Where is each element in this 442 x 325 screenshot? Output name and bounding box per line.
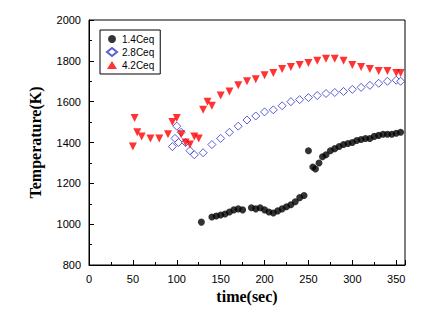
svg-text:100: 100	[168, 273, 186, 285]
svg-text:1600: 1600	[57, 96, 81, 108]
svg-text:2000: 2000	[57, 14, 81, 26]
svg-text:1200: 1200	[57, 177, 81, 189]
svg-text:Temperature(K): Temperature(K)	[27, 87, 45, 199]
svg-text:0: 0	[86, 273, 92, 285]
svg-text:time(sec): time(sec)	[216, 288, 277, 306]
svg-text:1400: 1400	[57, 137, 81, 149]
svg-text:4.2Ceq: 4.2Ceq	[122, 60, 154, 71]
svg-text:1.4Ceq: 1.4Ceq	[122, 34, 154, 45]
svg-text:1000: 1000	[57, 218, 81, 230]
svg-text:800: 800	[63, 259, 81, 271]
svg-text:150: 150	[211, 273, 229, 285]
svg-text:2.8Ceq: 2.8Ceq	[122, 47, 154, 58]
svg-text:250: 250	[299, 273, 317, 285]
svg-text:350: 350	[387, 273, 405, 285]
svg-text:1800: 1800	[57, 55, 81, 67]
svg-text:200: 200	[255, 273, 273, 285]
svg-text:50: 50	[127, 273, 139, 285]
svg-text:300: 300	[343, 273, 361, 285]
